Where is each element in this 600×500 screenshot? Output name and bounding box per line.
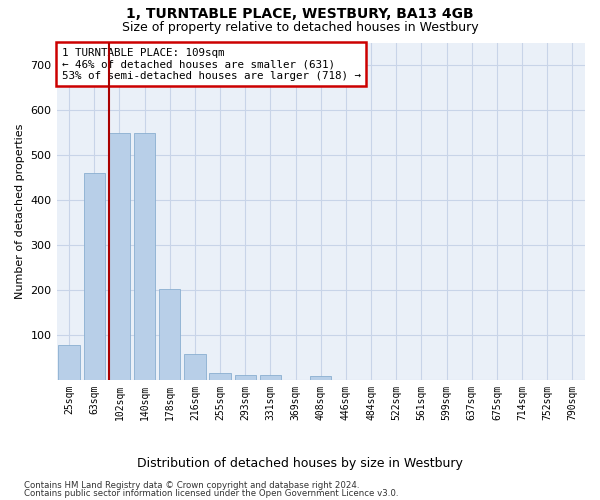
Y-axis label: Number of detached properties: Number of detached properties: [15, 124, 25, 299]
Bar: [235, 376, 256, 380]
Text: Distribution of detached houses by size in Westbury: Distribution of detached houses by size …: [137, 458, 463, 470]
Bar: [184, 354, 206, 380]
Text: 1, TURNTABLE PLACE, WESTBURY, BA13 4GB: 1, TURNTABLE PLACE, WESTBURY, BA13 4GB: [126, 8, 474, 22]
Bar: [310, 376, 331, 380]
Bar: [159, 288, 181, 380]
Text: Contains HM Land Registry data © Crown copyright and database right 2024.: Contains HM Land Registry data © Crown c…: [24, 481, 359, 490]
Text: Contains public sector information licensed under the Open Government Licence v3: Contains public sector information licen…: [24, 489, 398, 498]
Bar: [109, 134, 130, 380]
Text: Size of property relative to detached houses in Westbury: Size of property relative to detached ho…: [122, 21, 478, 34]
Bar: [58, 345, 80, 380]
Bar: [83, 173, 105, 380]
Bar: [209, 373, 231, 380]
Text: 1 TURNTABLE PLACE: 109sqm
← 46% of detached houses are smaller (631)
53% of semi: 1 TURNTABLE PLACE: 109sqm ← 46% of detac…: [62, 48, 361, 81]
Bar: [260, 376, 281, 380]
Bar: [134, 134, 155, 380]
